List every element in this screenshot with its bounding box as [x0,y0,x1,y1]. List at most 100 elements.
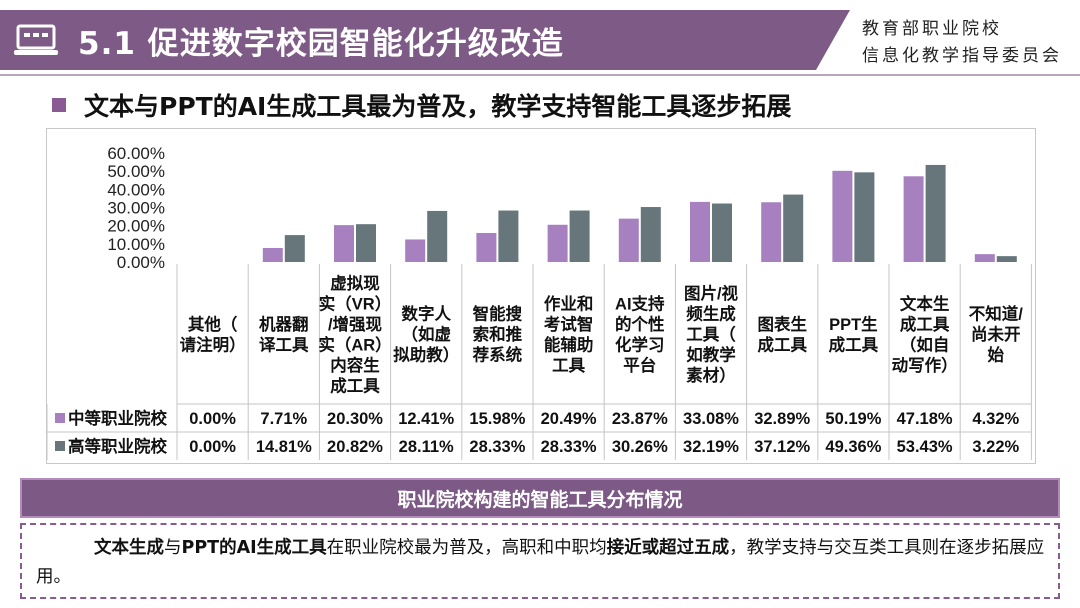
bar [427,210,448,262]
category-label: （如虚 [401,324,451,344]
summary-highlight-2: PPT的AI生成工具 [181,538,327,558]
summary-highlight-3: 接近或超过五成 [606,538,730,558]
data-label: 12.41% [398,410,454,428]
category-label: 不知道/ [969,304,1024,324]
data-label: 20.30% [327,410,383,428]
org-name: 教育部职业院校 信息化教学指导委员会 [862,16,1072,70]
org-line-2: 信息化教学指导委员会 [862,46,1062,66]
legend-swatch [55,441,65,451]
category-label: 拟助教） [393,345,459,365]
category-label: 考试智 [543,314,594,334]
data-label: 30.26% [612,438,668,456]
data-label: 32.19% [683,438,739,456]
summary-text-6: ，教学支持与交互类工具则在逐步拓展应用。 [36,538,1045,587]
square-bullet-icon [52,98,66,112]
data-label: 32.89% [754,410,810,428]
category-label: 实（AR） [318,334,391,354]
bar [783,194,804,262]
bar [476,232,497,262]
category-label: 内容生 [330,355,380,375]
category-label: 图片/视 [684,283,739,303]
data-label: 23.87% [612,410,668,428]
category-label: 的个性 [615,314,665,334]
category-label: 成工具 [900,314,950,334]
data-label: 0.00% [189,410,236,428]
summary-highlight-1: 文本生成 [94,538,164,558]
category-label: 作业和 [544,293,594,313]
category-label: PPT生 [829,314,878,334]
category-label: 化学习 [615,334,665,354]
bar [832,170,853,262]
category-label: （如自 [900,334,950,354]
category-label: 动写作） [892,355,958,375]
category-label: 索和推 [473,324,523,344]
category-label: 译工具 [259,335,309,354]
chart-caption: 职业院校构建的智能工具分布情况 [20,478,1060,518]
category-label: AI支持 [615,293,665,313]
y-tick-label: 40.00% [107,180,165,199]
bar [996,256,1017,262]
bar [974,254,995,262]
category-label: 图表生 [757,314,807,334]
data-label: 7.71% [260,410,307,428]
data-label: 37.12% [754,438,810,456]
bar [854,172,875,262]
category-label: 尚未开 [971,324,1021,344]
data-label: 0.00% [189,438,236,456]
bar [618,218,639,262]
y-tick-label: 60.00% [107,144,165,163]
y-tick-label: 50.00% [107,162,165,181]
category-label: 工具（ [686,324,736,344]
category-label: 素材） [686,365,736,385]
data-label: 33.08% [683,410,739,428]
bar [640,207,661,262]
y-tick-label: 10.00% [107,235,165,254]
y-tick-label: 20.00% [107,217,165,236]
category-label: /增强现 [328,314,383,334]
summary-text: 文本生成与PPT的AI生成工具在职业院校最为普及，高职和中职均接近或超过五成，教… [20,523,1060,599]
bar [262,247,283,262]
bar [405,239,426,262]
bar [925,164,946,262]
bar-chart: 60.00%50.00%40.00%30.00%20.00%10.00%0.00… [47,144,1032,460]
data-label: 20.82% [327,438,383,456]
data-label: 20.49% [541,410,597,428]
bar [712,203,732,262]
bar [356,224,376,262]
category-label: 平台 [623,355,656,375]
category-label: 成工具 [829,334,879,354]
data-label: 28.33% [541,438,597,456]
data-label: 47.18% [897,410,953,428]
bar [547,224,568,262]
legend-swatch [55,413,65,423]
category-label: 虚拟现 [330,273,380,293]
category-label: 机器翻 [259,314,309,334]
data-label: 3.22% [972,438,1019,456]
summary-text-2: 与 [164,538,182,558]
bar [761,202,782,262]
category-label: 荐系统 [472,345,523,365]
legend-label: 高等职业院校 [68,436,168,456]
y-tick-label: 0.00% [117,253,165,272]
header: 5.1 促进数字校园智能化升级改造 教育部职业院校 信息化教学指导委员会 [0,0,1080,80]
summary-text-4: 在职业院校最为普及，高职和中职均 [326,538,607,558]
data-label: 15.98% [469,410,525,428]
category-label: 工具 [552,356,586,375]
data-label: 49.36% [825,438,881,456]
bar [498,210,519,262]
category-label: 其他（ [188,314,238,334]
data-label: 28.33% [469,438,525,456]
data-label: 4.32% [972,410,1019,428]
page-title: 5.1 促进数字校园智能化升级改造 [78,26,564,62]
org-line-1: 教育部职业院校 [862,19,1002,39]
category-label: 频生成 [686,304,736,324]
bar [690,201,710,262]
bar [903,176,924,262]
data-label: 28.11% [399,438,454,456]
data-label: 50.19% [825,410,881,428]
y-tick-label: 30.00% [107,199,165,218]
chart-container: 60.00% 50.00% 40.00% 30.00% 20.00% 10.00% 0.00… [46,128,1036,464]
title-banner [0,10,850,70]
data-label: 53.43% [897,438,953,456]
legend-label: 中等职业院校 [68,408,168,428]
